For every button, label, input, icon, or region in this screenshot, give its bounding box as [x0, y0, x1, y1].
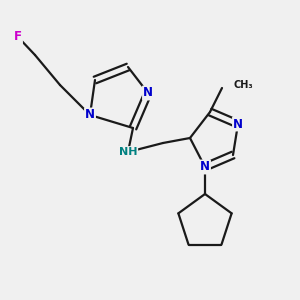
Text: N: N	[143, 86, 153, 100]
Text: N: N	[233, 118, 243, 130]
Text: CH₃: CH₃	[234, 80, 254, 90]
Text: F: F	[14, 31, 22, 44]
Text: NH: NH	[119, 147, 137, 157]
Text: N: N	[85, 109, 95, 122]
Text: N: N	[200, 160, 210, 173]
